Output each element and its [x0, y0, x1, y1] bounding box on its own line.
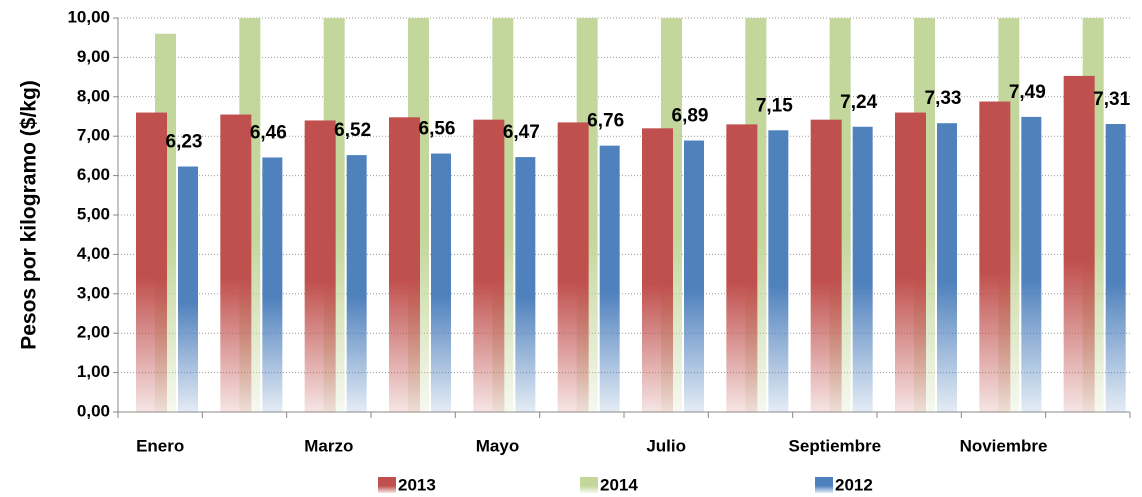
- bar: [304, 120, 336, 412]
- bar: [684, 140, 704, 412]
- data-label: 6,47: [503, 122, 540, 143]
- data-label: 6,52: [334, 120, 371, 141]
- bar: [262, 157, 283, 412]
- legend-swatch: [378, 477, 396, 493]
- legend-label: 2013: [398, 475, 436, 494]
- y-tick-label: 3,00: [77, 283, 110, 302]
- bar: [726, 124, 758, 412]
- x-tick-label: Mayo: [476, 436, 519, 455]
- data-label: 7,33: [925, 88, 962, 109]
- bar: [937, 123, 957, 412]
- bar: [136, 112, 167, 412]
- legend-swatch: [815, 477, 833, 493]
- y-tick-label: 9,00: [77, 47, 110, 66]
- data-label: 7,15: [756, 95, 793, 116]
- y-axis-label: Pesos por kilogramo ($/kg): [18, 80, 41, 350]
- y-tick-label: 0,00: [77, 401, 110, 420]
- bar: [178, 166, 198, 412]
- bar: [1063, 75, 1095, 412]
- data-label: 7,24: [840, 92, 877, 113]
- bar: [515, 157, 536, 412]
- legend-swatch: [580, 477, 598, 493]
- y-tick-label: 4,00: [77, 244, 110, 263]
- bar: [431, 153, 451, 412]
- bar: [389, 117, 420, 413]
- data-label: 6,23: [166, 132, 203, 153]
- data-label: 7,31: [1093, 89, 1130, 110]
- x-tick-label: Noviembre: [960, 436, 1048, 455]
- data-label: 6,46: [250, 122, 287, 143]
- data-label: 6,89: [672, 106, 709, 127]
- legend-label: 2014: [600, 475, 638, 494]
- bar: [346, 155, 367, 412]
- legend-label: 2012: [835, 475, 873, 494]
- data-label: 6,56: [419, 119, 456, 140]
- bar: [473, 119, 505, 412]
- bar: [599, 145, 620, 412]
- x-tick-label: Enero: [136, 436, 184, 455]
- bar: [768, 130, 789, 413]
- y-tick-label: 6,00: [77, 165, 110, 184]
- y-tick-label: 1,00: [77, 362, 110, 381]
- bar: [810, 119, 842, 412]
- bar: [1021, 116, 1042, 413]
- bar: [852, 126, 873, 412]
- y-tick-label: 10,00: [67, 7, 110, 26]
- bar: [557, 122, 589, 412]
- bar: [642, 128, 673, 412]
- bar: [1105, 123, 1126, 413]
- bar: [220, 114, 252, 412]
- y-tick-label: 8,00: [77, 86, 110, 105]
- y-tick-label: 7,00: [77, 126, 110, 145]
- y-tick-label: 2,00: [77, 323, 110, 342]
- y-tick-label: 5,00: [77, 204, 110, 223]
- x-tick-label: Marzo: [304, 436, 353, 455]
- data-label: 6,76: [587, 111, 624, 132]
- x-tick-label: Julio: [646, 436, 686, 455]
- bar: [895, 112, 926, 412]
- x-tick-label: Septiembre: [789, 436, 882, 455]
- bar: [979, 101, 1011, 412]
- data-label: 7,49: [1009, 82, 1046, 103]
